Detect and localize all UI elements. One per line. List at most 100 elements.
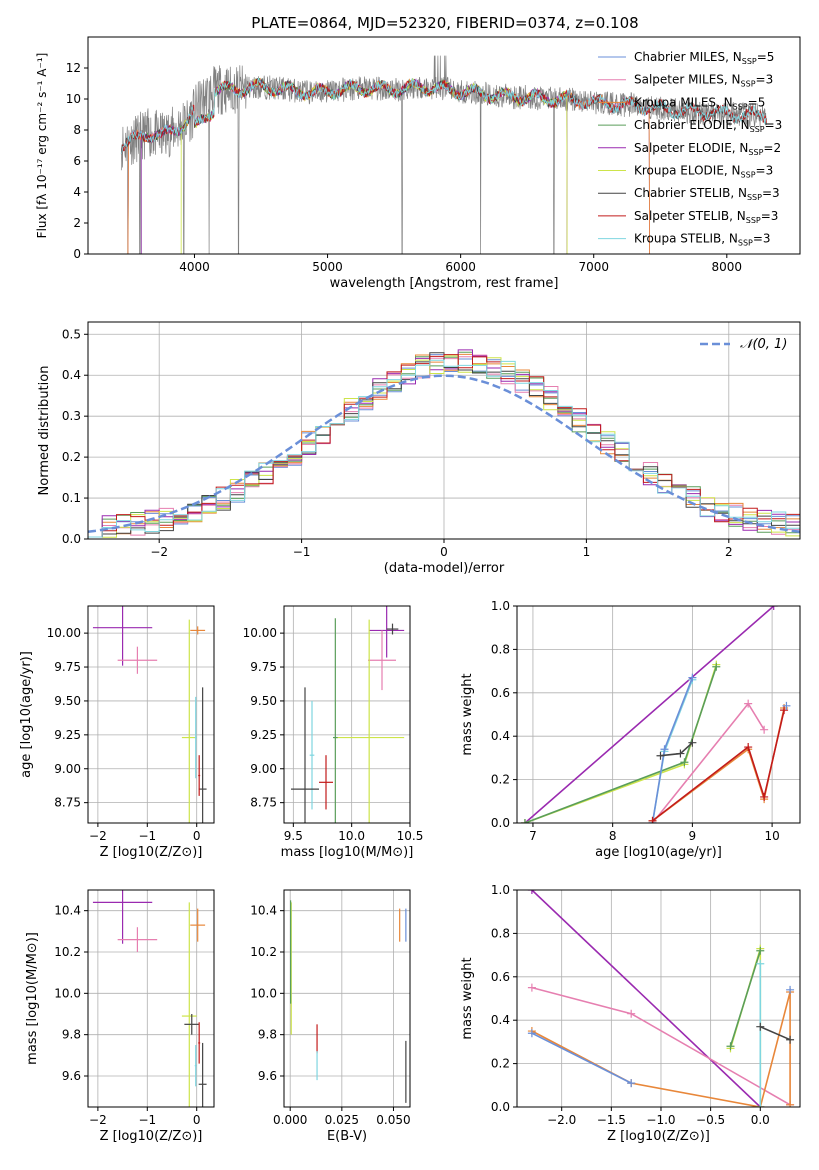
data-point-errorbar	[181, 619, 197, 823]
weight-point-marker	[712, 662, 721, 671]
x-tick-label: −1.0	[646, 1113, 675, 1127]
y-tick-label: 10.0	[54, 986, 81, 1000]
weight-point-marker	[756, 1022, 765, 1031]
x-tick-label: −2	[150, 545, 168, 559]
x-tick-label: 6000	[445, 260, 476, 274]
y-tick-label: 0.4	[491, 1013, 510, 1027]
legend-label: Chabrier ELODIE, NSSP=3	[634, 118, 782, 134]
y-tick-label: 9.25	[250, 728, 277, 742]
y-tick-label: 9.8	[62, 1028, 81, 1042]
y-tick-label: 10.4	[250, 904, 277, 918]
y-tick-label: 10.2	[54, 945, 81, 959]
data-point-errorbar	[198, 687, 207, 823]
y-axis-label: age [log10(age/yr)]	[19, 651, 34, 778]
x-tick-label: −2	[89, 1113, 107, 1127]
y-tick-label: 0	[73, 247, 81, 261]
model-spectrum-salpeter-stelib	[120, 77, 767, 155]
weight-point-marker	[744, 699, 753, 708]
x-axis-label: (data-model)/error	[384, 561, 505, 576]
y-tick-label: 0.0	[491, 1100, 510, 1114]
y-tick-label: 9.50	[54, 694, 81, 708]
data-point-errorbar	[198, 755, 201, 796]
weight-point-marker	[680, 758, 689, 767]
data-point-errorbar	[198, 1022, 201, 1064]
age-vs-metallicity-panel: −2 −1 0 8.75 9.00 9.25 9.50 9.75 10.00 Z [log10(Z…	[19, 605, 215, 860]
x-tick-label: 0	[440, 545, 448, 559]
data-point-errorbar	[309, 700, 315, 810]
data-point-errorbar	[194, 696, 197, 779]
legend-label: Kroupa STELIB, NSSP=3	[634, 232, 771, 248]
legend-label: Chabrier STELIB, NSSP=3	[634, 186, 780, 202]
y-tick-label: 4	[73, 185, 81, 199]
y-tick-label: 10.2	[250, 945, 277, 959]
x-tick-label: 9.5	[284, 829, 303, 843]
y-tick-label: 9.6	[62, 1069, 81, 1083]
weight-series-line	[759, 1025, 791, 1041]
x-axis-label: E(B-V)	[327, 1129, 367, 1144]
data-point-errorbar	[198, 1042, 207, 1107]
y-tick-label: 9.25	[54, 728, 81, 742]
legend-label: Salpeter STELIB, NSSP=3	[634, 209, 778, 225]
mass-vs-ebv-panel: 0.000 0.025 0.050 9.6 9.8 10.0 10.2 10.4 E(B-V)	[250, 889, 411, 1144]
axes-frame	[87, 605, 215, 824]
y-tick-label: 0.1	[62, 491, 81, 505]
weight-point-marker	[627, 1009, 636, 1018]
data-point-errorbar	[117, 646, 158, 674]
x-tick-label: −0.5	[696, 1113, 725, 1127]
x-tick-label: 0.025	[325, 1113, 359, 1127]
data-point-errorbar	[117, 927, 158, 952]
x-tick-label: 0.0	[751, 1113, 770, 1127]
weight-vs-metallicity-panel: −2.0 −1.5 −1.0 −0.5 0.0 0.0 0.2 0.4 0.6 0.8 1.0 Z […	[460, 883, 801, 1144]
x-axis-label: Z [log10(Z/Z⊙)]	[607, 1129, 710, 1144]
weight-vs-age-panel: 7 8 9 10 0.0 0.2 0.4 0.6 0.8 1.0 age [log10(age/yr…	[460, 599, 801, 860]
weight-series-line	[524, 606, 775, 823]
y-tick-label: 0.6	[491, 686, 510, 700]
gaussian-curve	[88, 374, 800, 534]
y-tick-label: 9.75	[54, 660, 81, 674]
x-tick-label: 1	[583, 545, 591, 559]
data-point-errorbar	[92, 890, 153, 944]
x-tick-label: 0	[193, 1113, 201, 1127]
data-point-errorbar	[368, 630, 396, 691]
axes-frame	[516, 605, 801, 824]
x-tick-label: 7	[529, 829, 537, 843]
x-tick-label: 10.0	[338, 829, 365, 843]
x-tick-label: 8	[609, 829, 617, 843]
x-axis-label: age [log10(age/yr)]	[595, 845, 722, 860]
x-tick-label: −1	[293, 545, 311, 559]
x-tick-label: −2	[89, 829, 107, 843]
axes-frame	[87, 321, 801, 540]
y-tick-label: 9.6	[258, 1069, 277, 1083]
weight-series-line	[652, 710, 785, 822]
weight-series-line	[651, 679, 694, 823]
weight-point-marker	[656, 751, 665, 760]
weight-point-marker	[726, 1042, 735, 1051]
x-axis-label: Z [log10(Z/Z⊙)]	[100, 1129, 203, 1144]
y-tick-label: 10.00	[243, 626, 277, 640]
y-tick-label: 0.2	[491, 773, 510, 787]
y-tick-label: 10.00	[47, 626, 81, 640]
y-tick-label: 0.2	[62, 450, 81, 464]
y-tick-label: 12	[66, 61, 81, 75]
weight-point-marker	[760, 725, 769, 734]
legend-label: Chabrier MILES, NSSP=5	[634, 50, 774, 66]
y-tick-label: 9.00	[250, 762, 277, 776]
y-tick-label: 0.6	[491, 970, 510, 984]
data-point-errorbar	[184, 1014, 200, 1035]
data-point-errorbar	[194, 1045, 197, 1087]
residual-histogram-kroupa-stelib	[88, 359, 800, 538]
axes-frame	[283, 889, 411, 1108]
weight-series-line	[531, 1032, 632, 1084]
weight-point-marker	[786, 1035, 795, 1044]
x-tick-label: 9	[689, 829, 697, 843]
x-axis-label: Z [log10(Z/Z⊙)]	[100, 845, 203, 860]
y-tick-label: 1.0	[491, 599, 510, 613]
weight-point-marker	[744, 743, 753, 752]
y-axis-label: mass weight	[460, 957, 475, 1039]
weight-point-marker	[688, 673, 697, 682]
model-spectrum-kroupa-stelib	[120, 77, 767, 155]
y-tick-label: 0.8	[491, 926, 510, 940]
x-tick-label: 0.050	[376, 1113, 410, 1127]
y-tick-label: 8.75	[54, 796, 81, 810]
weight-point-marker	[648, 816, 657, 823]
